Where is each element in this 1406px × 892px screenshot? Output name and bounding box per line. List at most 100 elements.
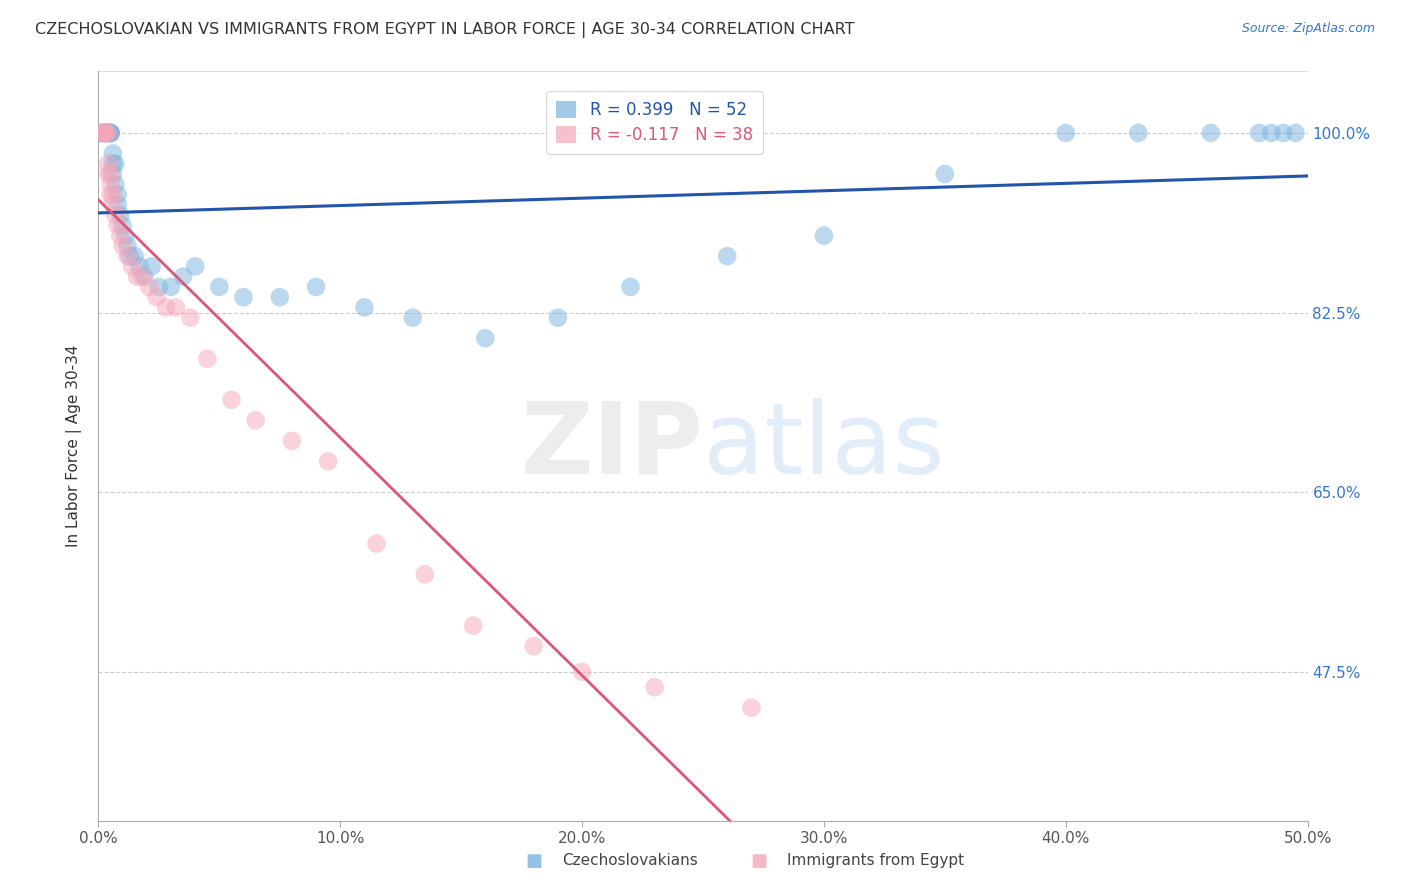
- Point: [100, 126, 122, 140]
- Point: [195, 351, 218, 366]
- Point: [94, 126, 117, 140]
- Point: [100, 126, 122, 140]
- Point: [94, 126, 117, 140]
- Point: [1249, 126, 1271, 140]
- Point: [402, 310, 425, 325]
- Point: [413, 567, 436, 582]
- Point: [90, 126, 112, 140]
- Point: [108, 228, 131, 243]
- Point: [100, 126, 122, 140]
- Point: [117, 249, 139, 263]
- Point: [107, 198, 129, 212]
- Point: [571, 665, 593, 679]
- Point: [94, 126, 117, 140]
- Point: [101, 146, 124, 161]
- Point: [1054, 126, 1077, 140]
- Point: [245, 413, 267, 427]
- Point: [100, 178, 122, 192]
- Point: [716, 249, 738, 263]
- Point: [619, 280, 641, 294]
- Point: [91, 126, 114, 140]
- Point: [94, 126, 117, 140]
- Point: [107, 187, 129, 202]
- Text: ZIP: ZIP: [520, 398, 703, 494]
- Point: [316, 454, 339, 468]
- Text: atlas: atlas: [703, 398, 945, 494]
- Point: [463, 618, 485, 632]
- Point: [124, 249, 146, 263]
- Point: [101, 157, 124, 171]
- Y-axis label: In Labor Force | Age 30-34: In Labor Force | Age 30-34: [66, 344, 83, 548]
- Point: [474, 331, 496, 345]
- Point: [1199, 126, 1222, 140]
- Point: [117, 239, 139, 253]
- Point: [97, 126, 120, 140]
- Point: [141, 260, 163, 274]
- Point: [1272, 126, 1295, 140]
- Point: [97, 126, 120, 140]
- Point: [114, 228, 136, 243]
- Text: Immigrants from Egypt: Immigrants from Egypt: [787, 854, 965, 868]
- Point: [91, 126, 114, 140]
- Point: [94, 126, 117, 140]
- Point: [644, 680, 666, 694]
- Text: Source: ZipAtlas.com: Source: ZipAtlas.com: [1241, 22, 1375, 36]
- Point: [97, 126, 120, 140]
- Point: [281, 434, 304, 448]
- Point: [91, 126, 114, 140]
- Point: [160, 280, 183, 294]
- Point: [145, 290, 167, 304]
- Point: [104, 208, 127, 222]
- Point: [165, 301, 187, 315]
- Point: [101, 167, 124, 181]
- Point: [121, 260, 143, 274]
- Point: [111, 239, 134, 253]
- Legend: R = 0.399   N = 52, R = -0.117   N = 38: R = 0.399 N = 52, R = -0.117 N = 38: [547, 91, 763, 154]
- Point: [101, 198, 124, 212]
- Point: [134, 269, 156, 284]
- Text: ■: ■: [751, 852, 768, 870]
- Point: [813, 228, 835, 243]
- Point: [179, 310, 201, 325]
- Point: [118, 249, 141, 263]
- Point: [1260, 126, 1282, 140]
- Point: [97, 126, 120, 140]
- Point: [131, 269, 153, 284]
- Point: [740, 700, 762, 714]
- Point: [111, 219, 134, 233]
- Point: [104, 178, 127, 192]
- Point: [523, 639, 546, 653]
- Point: [101, 187, 124, 202]
- Point: [127, 269, 149, 284]
- Point: [232, 290, 254, 304]
- Point: [269, 290, 291, 304]
- Text: ■: ■: [526, 852, 543, 870]
- Point: [104, 157, 127, 171]
- Point: [100, 126, 122, 140]
- Point: [184, 260, 207, 274]
- Point: [138, 280, 160, 294]
- Point: [128, 260, 150, 274]
- Point: [208, 280, 231, 294]
- Point: [305, 280, 328, 294]
- Point: [221, 392, 243, 407]
- Point: [100, 187, 122, 202]
- Point: [108, 208, 131, 222]
- Point: [97, 157, 120, 171]
- Point: [353, 301, 375, 315]
- Point: [172, 269, 194, 284]
- Point: [148, 280, 170, 294]
- Point: [1284, 126, 1306, 140]
- Point: [155, 301, 177, 315]
- Point: [90, 126, 112, 140]
- Point: [1128, 126, 1150, 140]
- Point: [97, 167, 120, 181]
- Text: CZECHOSLOVAKIAN VS IMMIGRANTS FROM EGYPT IN LABOR FORCE | AGE 30-34 CORRELATION : CZECHOSLOVAKIAN VS IMMIGRANTS FROM EGYPT…: [35, 22, 855, 38]
- Point: [934, 167, 956, 181]
- Text: Czechoslovakians: Czechoslovakians: [562, 854, 699, 868]
- Point: [91, 126, 114, 140]
- Point: [366, 536, 388, 550]
- Point: [547, 310, 569, 325]
- Point: [100, 167, 122, 181]
- Point: [107, 219, 129, 233]
